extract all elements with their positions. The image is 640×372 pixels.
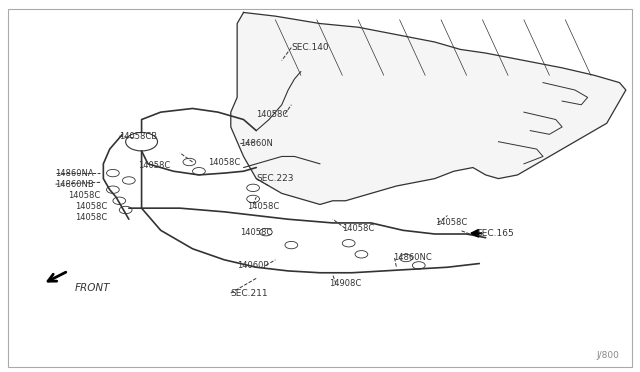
Text: 14058C: 14058C xyxy=(256,109,289,119)
Text: 14058CB: 14058CB xyxy=(119,132,157,141)
Text: FRONT: FRONT xyxy=(75,283,110,292)
Text: 14058C: 14058C xyxy=(435,218,467,227)
Text: 14058C: 14058C xyxy=(246,202,279,211)
Text: 14060P: 14060P xyxy=(237,261,269,270)
Text: SEC.211: SEC.211 xyxy=(231,289,268,298)
Text: 14058C: 14058C xyxy=(342,224,374,233)
Text: J/800: J/800 xyxy=(596,350,620,359)
Polygon shape xyxy=(231,13,626,205)
Text: 14908C: 14908C xyxy=(330,279,362,288)
Text: 14058C: 14058C xyxy=(75,213,107,222)
Text: SEC.140: SEC.140 xyxy=(291,43,329,52)
Text: 14860NA: 14860NA xyxy=(56,169,94,177)
Text: 14058C: 14058C xyxy=(138,161,170,170)
Text: 14058C: 14058C xyxy=(241,228,273,237)
Text: 14058C: 14058C xyxy=(209,157,241,167)
Text: 14860N: 14860N xyxy=(241,139,273,148)
Text: 14058C: 14058C xyxy=(75,202,107,211)
Text: 14058C: 14058C xyxy=(68,191,100,200)
Text: SEC.223: SEC.223 xyxy=(256,174,294,183)
Text: 14860NC: 14860NC xyxy=(394,253,432,263)
Text: 14860NB: 14860NB xyxy=(56,180,94,189)
Text: SEC.165: SEC.165 xyxy=(476,230,514,238)
